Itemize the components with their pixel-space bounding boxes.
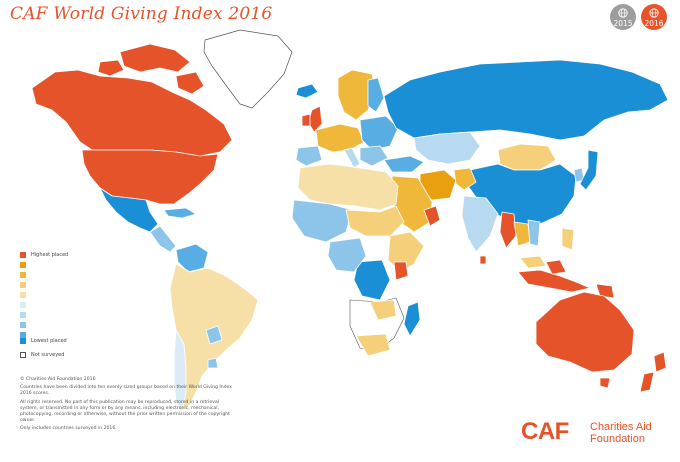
region-sri-lanka[interactable]: [479, 255, 487, 265]
legend-not-surveyed-label: Not surveyed: [31, 352, 65, 358]
region-mongolia[interactable]: [497, 143, 557, 171]
region-central-america[interactable]: [149, 225, 177, 253]
region-vietnam[interactable]: [527, 219, 541, 247]
copyright-note: © Charities Aid Foundation 2016: [20, 377, 96, 382]
region-north-africa[interactable]: [297, 163, 399, 211]
region-finland[interactable]: [367, 77, 385, 113]
globe-icon: [649, 8, 659, 18]
region-russia[interactable]: [383, 59, 669, 141]
region-mexico[interactable]: [99, 187, 159, 233]
region-iberia[interactable]: [295, 145, 323, 167]
legend-not-surveyed-swatch: [20, 352, 26, 358]
region-new-zealand[interactable]: [653, 351, 667, 373]
year-2016-label: 2016: [644, 19, 664, 28]
region-eastern-europe[interactable]: [359, 115, 399, 151]
legend-swatch: [20, 302, 26, 308]
region-paraguay[interactable]: [205, 325, 223, 345]
region-west-africa[interactable]: [291, 199, 353, 243]
region-balkans[interactable]: [359, 145, 389, 167]
region-turkey[interactable]: [383, 155, 425, 173]
region-png[interactable]: [595, 283, 615, 299]
region-western-europe[interactable]: [315, 123, 365, 153]
year-2015-label: 2015: [613, 19, 633, 28]
legend-swatch: [20, 332, 26, 338]
map-notes: © Charities Aid Foundation 2016 Countrie…: [20, 377, 235, 435]
region-chile[interactable]: [173, 329, 187, 413]
legend-swatch: [20, 252, 26, 258]
region-south-africa[interactable]: [355, 333, 391, 357]
region-japan[interactable]: [579, 149, 599, 191]
legend-swatch: [20, 292, 26, 298]
year-2016-button[interactable]: 2016: [641, 4, 667, 30]
region-malaysia[interactable]: [519, 255, 547, 269]
legend-swatch: [20, 322, 26, 328]
region-zambia[interactable]: [369, 299, 397, 321]
legend-lowest-label: Lowest placed: [31, 338, 67, 344]
region-canada[interactable]: [31, 69, 233, 157]
map-title: CAF World Giving Index 2016: [10, 4, 273, 24]
region-caribbean[interactable]: [163, 207, 197, 219]
region-usa[interactable]: [81, 149, 219, 205]
region-canada-arctic[interactable]: [175, 71, 205, 95]
rights-note: All rights reserved. No part of this pub…: [20, 399, 230, 424]
region-kazakhstan[interactable]: [413, 131, 481, 165]
region-central-africa[interactable]: [327, 237, 367, 273]
legend-highest-label: Highest placed: [31, 252, 69, 258]
region-uruguay[interactable]: [207, 357, 219, 369]
region-canada-arctic[interactable]: [119, 43, 191, 73]
globe-icon: [618, 8, 628, 18]
method-note: Countries have been divided into ten eve…: [20, 385, 233, 397]
region-canada-arctic[interactable]: [97, 59, 125, 77]
region-scandinavia[interactable]: [337, 69, 377, 121]
legend-swatch: [20, 262, 26, 268]
region-venezuela[interactable]: [175, 243, 209, 273]
legend-swatch: [20, 312, 26, 318]
region-new-zealand[interactable]: [639, 371, 655, 393]
region-madagascar[interactable]: [403, 301, 421, 337]
region-afghanistan[interactable]: [453, 167, 477, 191]
brand-name-line1: Charities Aid: [590, 421, 652, 433]
caf-brand-name: Charities Aid Foundation: [590, 421, 652, 445]
region-kenya[interactable]: [393, 261, 409, 281]
region-greenland[interactable]: [203, 29, 293, 109]
brand-name-line2: Foundation: [590, 433, 646, 445]
region-iceland[interactable]: [295, 83, 319, 99]
legend-swatch: [20, 272, 26, 278]
region-tasmania[interactable]: [599, 377, 611, 389]
region-indonesia[interactable]: [545, 259, 567, 275]
region-arabian-coast[interactable]: [423, 205, 441, 227]
caf-logo: CAF: [521, 418, 569, 445]
region-thailand[interactable]: [513, 221, 531, 247]
legend-swatch: [20, 282, 26, 288]
region-italy[interactable]: [343, 147, 361, 169]
year-2015-button[interactable]: 2015: [610, 4, 636, 30]
region-ireland[interactable]: [301, 113, 311, 127]
footnote: Only includes countries surveyed in 2016…: [20, 426, 117, 432]
legend-swatch: [20, 338, 26, 344]
region-philippines[interactable]: [561, 227, 575, 251]
region-myanmar[interactable]: [499, 211, 517, 249]
region-congo[interactable]: [353, 259, 391, 301]
region-indonesia[interactable]: [517, 269, 591, 293]
region-india[interactable]: [461, 195, 499, 253]
region-australia[interactable]: [535, 291, 635, 373]
region-sahel[interactable]: [345, 205, 405, 237]
